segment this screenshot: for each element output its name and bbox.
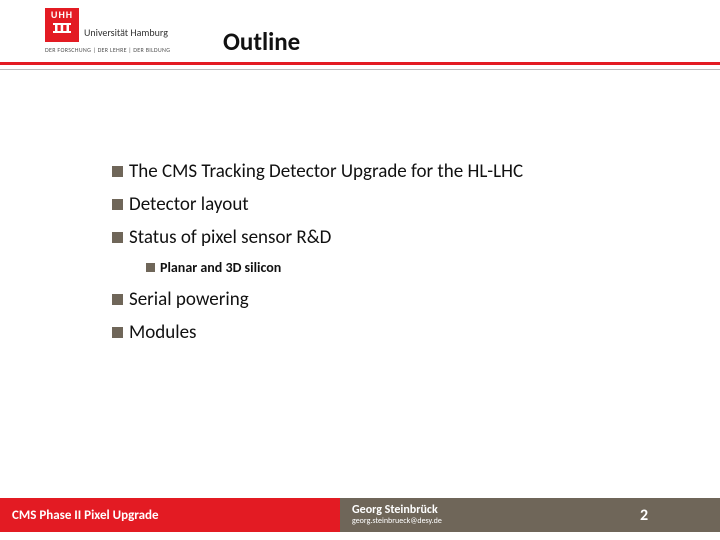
list-item-text: Detector layout	[129, 193, 249, 216]
square-bullet-icon	[112, 294, 123, 305]
list-item: The CMS Tracking Detector Upgrade for th…	[112, 160, 620, 183]
list-item: Serial powering	[112, 288, 620, 311]
footer-left: CMS Phase II Pixel Upgrade	[0, 498, 340, 532]
slide: UHH Universität Hamburg DER FORSCHUNG | …	[0, 0, 720, 540]
list-item-text: Status of pixel sensor R&D	[129, 226, 331, 249]
square-bullet-icon	[112, 199, 123, 210]
footer-page-number: 2	[628, 498, 720, 532]
university-tagline: DER FORSCHUNG | DER LEHRE | DER BILDUNG	[45, 46, 170, 54]
square-bullet-icon	[112, 232, 123, 243]
outline-list: The CMS Tracking Detector Upgrade for th…	[112, 160, 620, 354]
footer-author-block: Georg Steinbrück georg.steinbrueck@desy.…	[340, 498, 628, 532]
list-item: Modules	[112, 321, 620, 344]
logo-initials: UHH	[45, 8, 79, 20]
list-item-text: Modules	[129, 321, 196, 344]
list-item: Detector layout	[112, 193, 620, 216]
square-bullet-icon	[112, 327, 123, 338]
thin-rule	[0, 69, 720, 70]
page-title: Outline	[223, 26, 300, 57]
uhh-logo: UHH	[45, 8, 79, 42]
list-item-text: Serial powering	[129, 288, 249, 311]
square-bullet-icon	[146, 263, 155, 272]
list-item-text: The CMS Tracking Detector Upgrade for th…	[129, 160, 523, 183]
university-name: Universität Hamburg	[84, 26, 168, 39]
list-item: Status of pixel sensor R&D	[112, 226, 620, 249]
list-item-sub: Planar and 3D silicon	[146, 259, 620, 276]
square-bullet-icon	[112, 166, 123, 177]
footer-email: georg.steinbrueck@desy.de	[352, 517, 442, 526]
accent-rule	[0, 62, 720, 65]
footer: CMS Phase II Pixel Upgrade Georg Steinbr…	[0, 498, 720, 532]
header: UHH Universität Hamburg DER FORSCHUNG | …	[0, 8, 720, 63]
list-item-text: Planar and 3D silicon	[160, 259, 281, 276]
gate-icon	[53, 21, 71, 38]
